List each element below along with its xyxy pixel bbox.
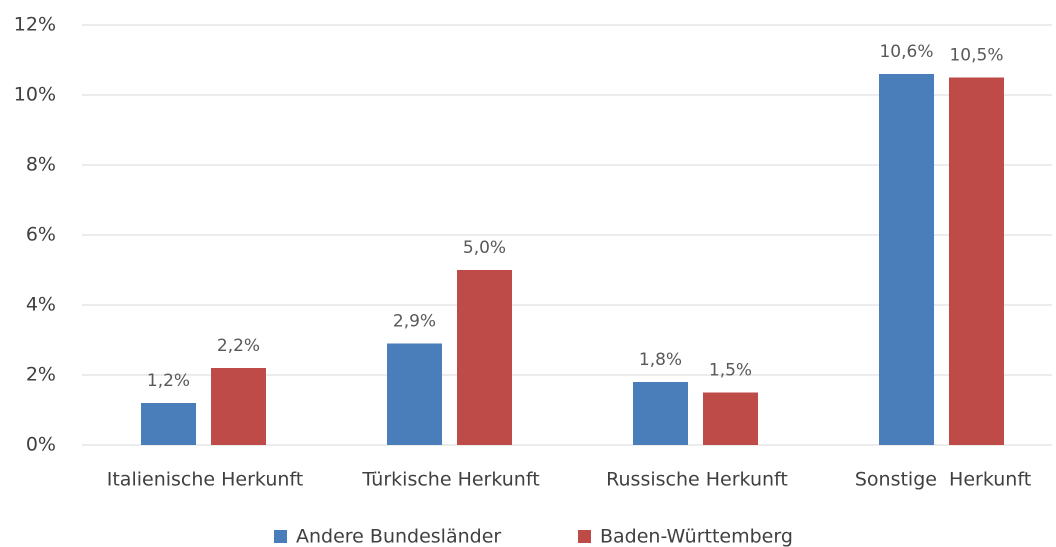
legend-swatch	[274, 530, 287, 543]
y-tick-label: 12%	[14, 14, 56, 36]
x-tick-label: Sonstige Herkunft	[855, 469, 1031, 491]
value-label: 2,2%	[217, 336, 260, 356]
x-tick-label: Türkische Herkunft	[361, 469, 539, 491]
x-tick-label: Russische Herkunft	[606, 469, 788, 491]
y-tick-label: 2%	[26, 364, 56, 386]
value-label: 1,5%	[709, 361, 752, 381]
value-label: 10,6%	[879, 42, 933, 62]
bar	[211, 368, 266, 445]
bar	[141, 403, 196, 445]
value-label: 5,0%	[463, 238, 506, 258]
bar	[387, 343, 442, 445]
y-tick-label: 10%	[14, 84, 56, 106]
legend-label: Baden-Württemberg	[600, 526, 793, 547]
legend-swatch	[578, 530, 591, 543]
y-tick-label: 6%	[26, 224, 56, 246]
x-tick-label: Italienische Herkunft	[107, 469, 303, 491]
value-label: 1,8%	[639, 350, 682, 370]
value-label: 1,2%	[147, 371, 190, 391]
bar	[457, 270, 512, 445]
value-label: 2,9%	[393, 312, 436, 332]
value-label: 10,5%	[949, 46, 1003, 66]
bar	[949, 77, 1004, 445]
y-tick-label: 0%	[26, 434, 56, 456]
y-tick-label: 4%	[26, 294, 56, 316]
legend-label: Andere Bundesländer	[296, 526, 501, 547]
bar	[703, 392, 758, 445]
bar	[879, 74, 934, 445]
bar	[633, 382, 688, 445]
y-tick-label: 8%	[26, 154, 56, 176]
